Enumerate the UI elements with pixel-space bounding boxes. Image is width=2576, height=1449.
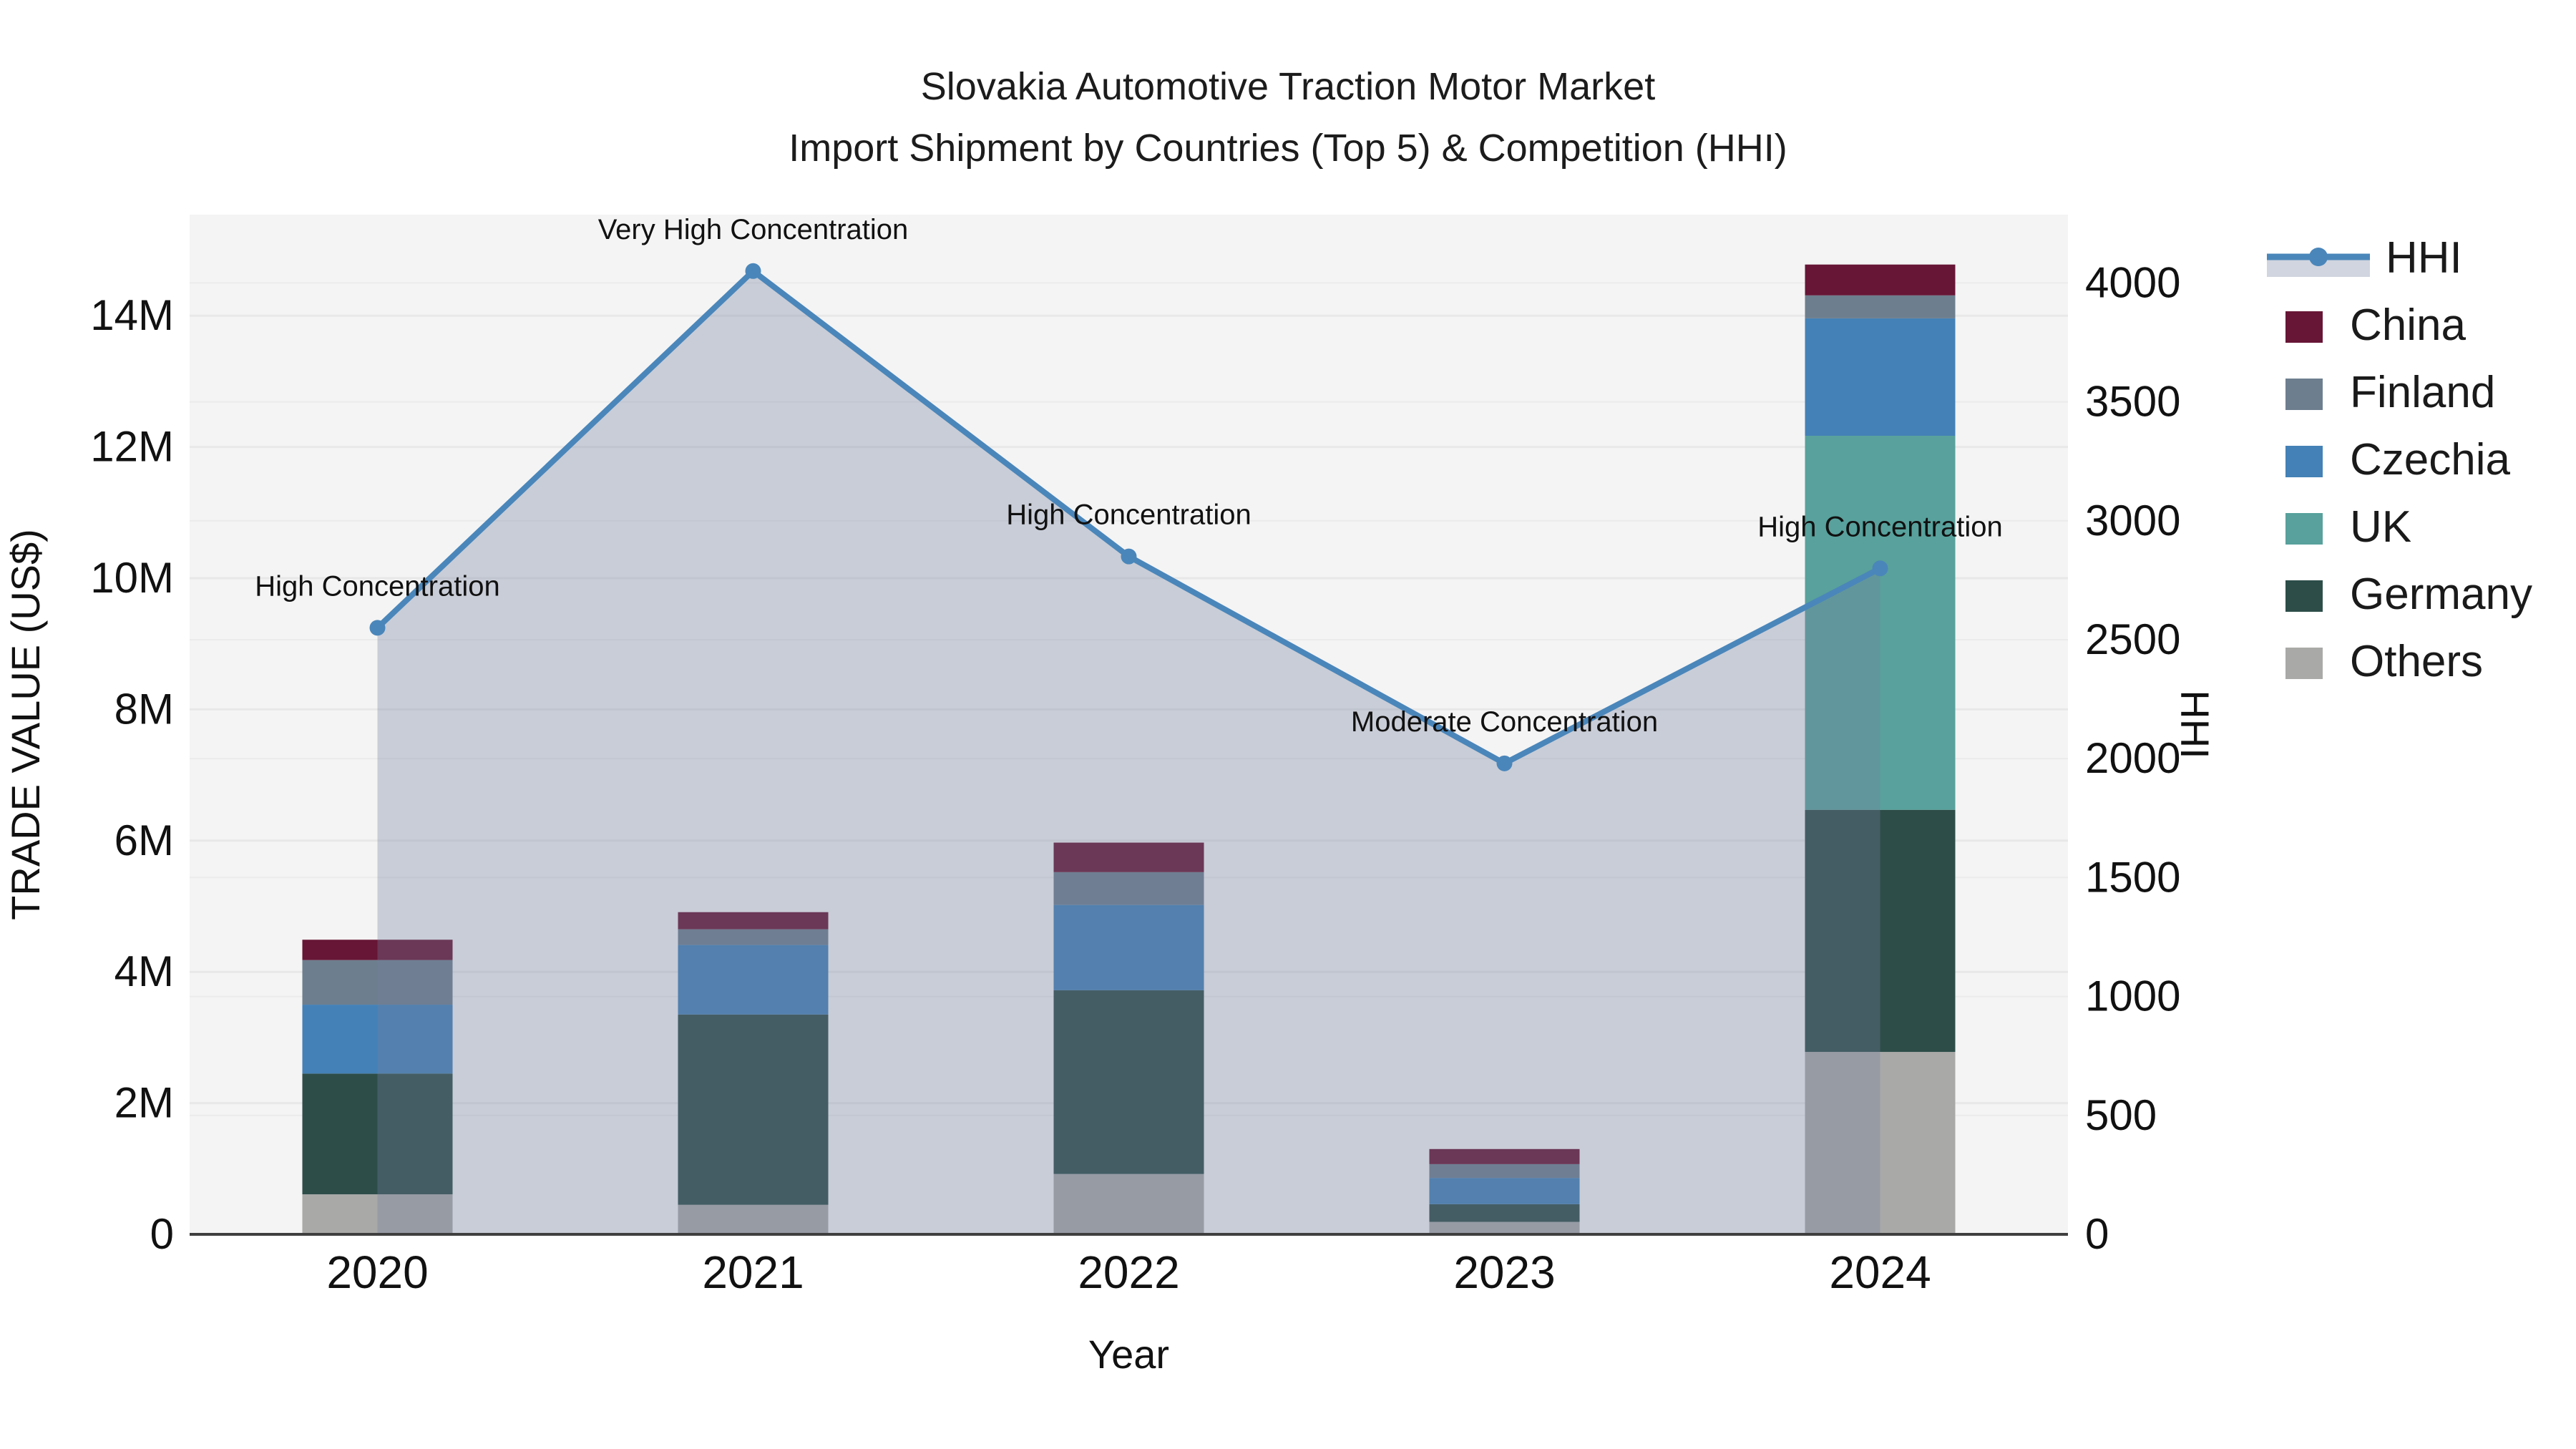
- bar-segment-germany-2021[interactable]: [678, 1014, 829, 1205]
- y2-axis-tick: 500: [2085, 1091, 2157, 1139]
- bar-segment-others-2020[interactable]: [302, 1194, 453, 1234]
- legend-label: UK: [2350, 502, 2411, 552]
- hhi-marker-2023[interactable]: [1496, 755, 1513, 771]
- hhi-marker-2021[interactable]: [745, 263, 761, 279]
- bar-segment-china-2024[interactable]: [1805, 264, 1956, 296]
- x-axis-tick-2023: 2023: [1453, 1246, 1555, 1298]
- bar-segment-china-2021[interactable]: [678, 912, 829, 930]
- bar-segment-others-2024[interactable]: [1805, 1052, 1956, 1234]
- y2-axis-tick: 3000: [2085, 497, 2180, 545]
- legend-hhi-marker-icon: [2309, 248, 2328, 266]
- bar-segment-germany-2022[interactable]: [1053, 990, 1204, 1174]
- chart-title-line2: Import Shipment by Countries (Top 5) & C…: [789, 127, 1787, 170]
- y-axis-tick: 4M: [114, 947, 174, 995]
- legend-label: Czechia: [2350, 435, 2511, 484]
- x-axis-tick-2024: 2024: [1829, 1246, 1931, 1298]
- y-axis-tick: 8M: [114, 685, 174, 733]
- legend-item-czechia[interactable]: Czechia: [2285, 435, 2511, 484]
- hhi-area-fill: [377, 270, 1880, 1235]
- chart-title: Slovakia Automotive Traction Motor Marke…: [0, 56, 2576, 179]
- legend-label: China: [2350, 301, 2467, 350]
- legend-swatch-uk: [2285, 513, 2323, 545]
- legend-item-others[interactable]: Others: [2285, 637, 2483, 686]
- hhi-annotation-2023: Moderate Concentration: [1351, 706, 1658, 738]
- legend-label: HHI: [2386, 233, 2462, 283]
- hhi-annotation-2021: Very High Concentration: [598, 214, 909, 245]
- y-axis-tick: 14M: [90, 291, 174, 339]
- bar-segment-others-2022[interactable]: [1053, 1174, 1204, 1234]
- y2-axis-title: HHI: [2172, 690, 2218, 758]
- bar-segment-germany-2020[interactable]: [302, 1073, 453, 1195]
- y2-axis-tick: 1500: [2085, 853, 2180, 901]
- x-axis-tick-2020: 2020: [326, 1246, 428, 1298]
- y2-axis-tick: 2500: [2085, 615, 2180, 663]
- bar-segment-czechia-2024[interactable]: [1805, 318, 1956, 436]
- legend-swatch-others: [2285, 648, 2323, 679]
- hhi-annotation-2022: High Concentration: [1006, 499, 1251, 531]
- legend-item-hhi[interactable]: HHI: [2267, 233, 2462, 283]
- bar-segment-germany-2024[interactable]: [1805, 809, 1956, 1053]
- y2-axis-tick: 0: [2085, 1210, 2109, 1258]
- y-axis-tick: 12M: [90, 423, 174, 471]
- bar-segment-china-2020[interactable]: [302, 940, 453, 960]
- legend-item-uk[interactable]: UK: [2285, 502, 2411, 552]
- y-axis-tick: 10M: [90, 554, 174, 602]
- x-axis-tick-2022: 2022: [1078, 1246, 1179, 1298]
- hhi-annotation-2020: High Concentration: [255, 570, 499, 602]
- hhi-marker-2022[interactable]: [1121, 548, 1137, 565]
- bar-segment-finland-2023[interactable]: [1429, 1163, 1580, 1179]
- y-axis-tick: 0: [150, 1210, 174, 1258]
- y2-axis-tick: 3500: [2085, 378, 2180, 426]
- y-axis-title: TRADE VALUE (US$): [3, 529, 48, 920]
- legend-label: Germany: [2350, 570, 2532, 619]
- legend-item-finland[interactable]: Finland: [2285, 368, 2495, 417]
- legend-label: Others: [2350, 637, 2483, 686]
- legend-swatch-czechia: [2285, 446, 2323, 477]
- bar-segment-finland-2022[interactable]: [1053, 872, 1204, 905]
- x-axis-title: Year: [1088, 1332, 1169, 1377]
- bar-segment-others-2021[interactable]: [678, 1204, 829, 1234]
- bar-segment-finland-2021[interactable]: [678, 929, 829, 945]
- legend-swatch-china: [2285, 311, 2323, 343]
- legend-label: Finland: [2350, 368, 2495, 417]
- chart-title-line1: Slovakia Automotive Traction Motor Marke…: [920, 65, 1656, 108]
- legend-swatch-germany: [2285, 580, 2323, 612]
- y-axis-tick: 2M: [114, 1079, 174, 1127]
- bar-segment-finland-2024[interactable]: [1805, 295, 1956, 318]
- bar-segment-finland-2020[interactable]: [302, 960, 453, 1005]
- x-axis-tick-2021: 2021: [702, 1246, 804, 1298]
- bar-segment-china-2022[interactable]: [1053, 842, 1204, 872]
- hhi-marker-2024[interactable]: [1872, 560, 1888, 577]
- y-axis-tick: 6M: [114, 816, 174, 864]
- bar-segment-china-2023[interactable]: [1429, 1148, 1580, 1164]
- legend-item-germany[interactable]: Germany: [2285, 570, 2532, 619]
- y2-axis-tick: 4000: [2085, 258, 2180, 306]
- bar-segment-czechia-2020[interactable]: [302, 1005, 453, 1074]
- legend-item-china[interactable]: China: [2285, 301, 2467, 350]
- bar-segment-czechia-2022[interactable]: [1053, 904, 1204, 990]
- legend-swatch-finland: [2285, 379, 2323, 410]
- bar-segment-others-2023[interactable]: [1429, 1221, 1580, 1234]
- bar-segment-uk-2024[interactable]: [1805, 436, 1956, 810]
- bar-segment-germany-2023[interactable]: [1429, 1204, 1580, 1222]
- hhi-annotation-2024: High Concentration: [1757, 511, 2002, 542]
- y2-axis-tick: 1000: [2085, 972, 2180, 1020]
- y2-axis-tick: 2000: [2085, 734, 2180, 782]
- hhi-marker-2020[interactable]: [369, 620, 386, 636]
- bar-segment-czechia-2023[interactable]: [1429, 1178, 1580, 1204]
- bar-segment-czechia-2021[interactable]: [678, 945, 829, 1015]
